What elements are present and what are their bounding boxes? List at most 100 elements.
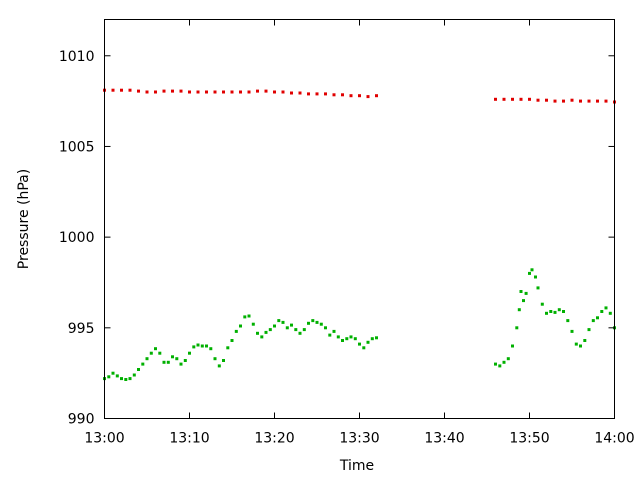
data-point bbox=[557, 308, 561, 312]
data-point bbox=[574, 342, 578, 346]
data-point bbox=[213, 90, 217, 94]
data-point bbox=[524, 291, 528, 295]
x-axis-title: Time bbox=[339, 458, 374, 474]
data-point bbox=[375, 336, 378, 340]
data-point bbox=[502, 360, 506, 364]
data-point bbox=[562, 99, 565, 103]
data-point bbox=[298, 91, 302, 95]
data-point bbox=[251, 322, 255, 326]
data-point bbox=[328, 333, 332, 337]
data-point bbox=[145, 90, 149, 94]
data-point bbox=[188, 90, 191, 94]
data-point bbox=[239, 90, 242, 94]
data-point bbox=[264, 330, 268, 334]
y-tick-label: 1005 bbox=[59, 139, 95, 155]
data-point bbox=[239, 324, 242, 328]
data-point bbox=[562, 310, 565, 313]
data-point bbox=[604, 99, 608, 103]
data-point bbox=[608, 311, 612, 315]
data-point bbox=[545, 311, 548, 315]
data-point bbox=[281, 90, 285, 94]
data-point bbox=[217, 364, 221, 368]
y-axis-title: Pressure (hPa) bbox=[16, 169, 32, 269]
data-point bbox=[213, 357, 217, 361]
data-point bbox=[366, 95, 370, 99]
data-point bbox=[154, 347, 157, 351]
data-point bbox=[315, 320, 319, 324]
data-point bbox=[234, 329, 238, 333]
data-point bbox=[587, 328, 591, 332]
data-point bbox=[196, 90, 200, 94]
data-point bbox=[307, 321, 310, 325]
data-point bbox=[358, 342, 361, 346]
x-tick-label: 14:00 bbox=[594, 431, 634, 447]
data-point bbox=[120, 377, 123, 381]
data-point bbox=[375, 94, 378, 98]
data-point bbox=[277, 319, 281, 323]
data-point bbox=[530, 268, 534, 272]
data-point bbox=[205, 90, 208, 94]
data-point bbox=[307, 92, 310, 96]
data-point bbox=[226, 346, 230, 350]
x-tick-label: 13:20 bbox=[254, 431, 294, 447]
data-point bbox=[260, 335, 264, 339]
data-point bbox=[570, 329, 574, 333]
data-point bbox=[362, 346, 366, 350]
data-point bbox=[319, 322, 323, 326]
ticks-layer: 13:00 13:10 13:20 13:30 13:40 13:50 14:00 990 99… bbox=[59, 19, 635, 447]
data-series-0 bbox=[103, 88, 616, 104]
data-point bbox=[324, 326, 327, 330]
data-point bbox=[222, 90, 225, 94]
data-point bbox=[154, 90, 157, 94]
data-point bbox=[209, 347, 213, 351]
data-point bbox=[315, 92, 319, 96]
data-point bbox=[230, 90, 234, 94]
data-point bbox=[579, 99, 582, 103]
data-point bbox=[171, 355, 174, 359]
data-point bbox=[120, 88, 123, 92]
data-point bbox=[179, 89, 183, 93]
data-point bbox=[162, 360, 166, 364]
data-point bbox=[247, 314, 251, 318]
data-point bbox=[494, 362, 497, 366]
data-point bbox=[302, 328, 306, 332]
data-point bbox=[566, 319, 570, 323]
data-point bbox=[570, 98, 574, 102]
data-point bbox=[132, 373, 136, 377]
data-point bbox=[536, 286, 540, 290]
data-point bbox=[604, 306, 608, 310]
data-point bbox=[502, 97, 506, 101]
data-point bbox=[128, 377, 132, 381]
data-point bbox=[517, 308, 521, 312]
data-point bbox=[341, 93, 344, 97]
data-point bbox=[332, 93, 336, 97]
data-point bbox=[324, 92, 327, 96]
data-point bbox=[294, 328, 298, 332]
x-tick-label: 13:40 bbox=[424, 431, 464, 447]
data-point bbox=[341, 339, 344, 342]
data-point bbox=[549, 310, 553, 313]
data-point bbox=[268, 328, 272, 332]
data-point bbox=[545, 98, 548, 102]
data-point bbox=[247, 90, 251, 94]
data-point bbox=[515, 326, 519, 330]
data-point bbox=[336, 335, 340, 339]
data-point bbox=[534, 275, 537, 279]
data-point bbox=[353, 337, 357, 341]
data-point bbox=[162, 89, 166, 93]
data-point bbox=[205, 344, 208, 348]
data-point bbox=[358, 94, 361, 98]
data-point bbox=[511, 97, 514, 101]
data-point bbox=[553, 99, 557, 103]
y-tick-label: 1010 bbox=[59, 49, 95, 65]
data-point bbox=[230, 339, 234, 342]
data-point bbox=[600, 310, 604, 313]
data-point bbox=[145, 357, 149, 361]
data-point bbox=[196, 343, 200, 347]
data-point bbox=[179, 362, 183, 366]
data-point bbox=[290, 91, 293, 95]
data-point bbox=[141, 362, 145, 366]
data-point bbox=[137, 368, 140, 371]
